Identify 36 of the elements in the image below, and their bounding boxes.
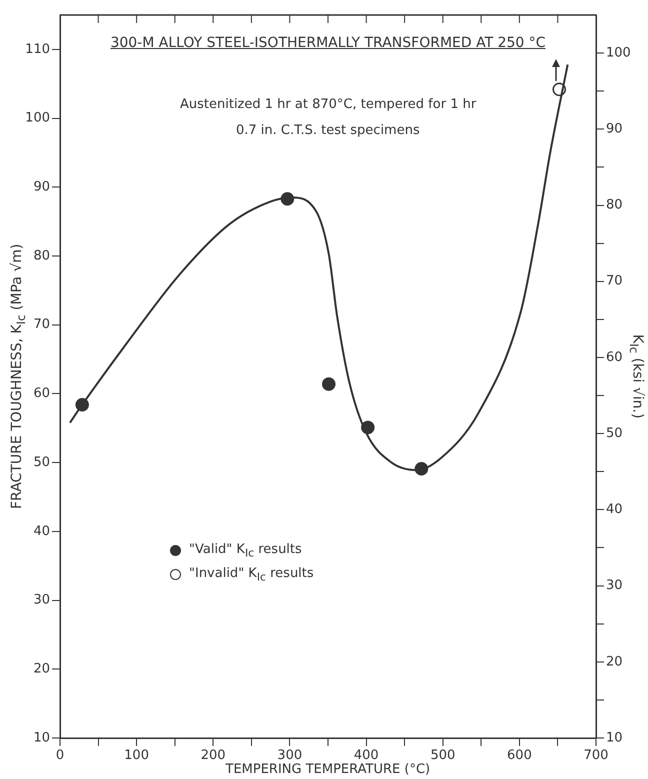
y-tick-label: 90 bbox=[33, 180, 50, 195]
x-tick-label: 400 bbox=[354, 748, 379, 764]
y2-tick-label: 20 bbox=[606, 654, 623, 670]
y2-tick-label: 10 bbox=[606, 730, 623, 746]
y-tick-label: 30 bbox=[33, 592, 50, 608]
y-tick-label: 70 bbox=[33, 317, 50, 332]
y-tick-label: 10 bbox=[33, 730, 50, 746]
y2-tick-label: 60 bbox=[606, 350, 623, 365]
y2-tick-label: 40 bbox=[606, 502, 623, 518]
legend-label: "Valid" K$_{Ic}$ results bbox=[189, 542, 302, 560]
y-tick-label: 50 bbox=[33, 454, 50, 470]
y2-tick-label: 90 bbox=[606, 122, 623, 137]
legend-label: "Invalid" K$_{Ic}$ results bbox=[189, 566, 314, 584]
x-tick-label: 200 bbox=[200, 748, 226, 764]
x-tick-label: 0 bbox=[56, 748, 64, 764]
x-tick-label: 100 bbox=[124, 748, 149, 764]
y2-tick-label: 100 bbox=[606, 45, 631, 60]
y2-tick-label: 80 bbox=[606, 198, 623, 213]
y-tick-label: 100 bbox=[25, 110, 50, 126]
x-axis-title: TEMPERING TEMPERATURE (°C) bbox=[226, 762, 430, 777]
x-tick-label: 300 bbox=[277, 748, 302, 764]
annotation: 0.7 in. C.T.S. test specimens bbox=[236, 123, 420, 138]
x-tick-label: 600 bbox=[507, 748, 532, 764]
y-tick-label: 110 bbox=[25, 42, 50, 57]
point bbox=[322, 377, 336, 391]
y-tick-label: 20 bbox=[33, 662, 50, 677]
x-tick-label: 500 bbox=[430, 748, 456, 764]
y2-tick-label: 70 bbox=[606, 274, 623, 289]
y2-tick-label: 50 bbox=[606, 426, 623, 441]
y-tick-label: 40 bbox=[33, 524, 50, 539]
text: 300-M ALLOY STEEL-ISOTHERMALLY TRANSFORMED AT 250 °C bbox=[109, 35, 547, 51]
y-tick-label: 60 bbox=[33, 386, 50, 402]
text: Austenitized 1 hr at 870°C, tempered for 1 hr bbox=[180, 97, 476, 112]
y-tick-label: 80 bbox=[33, 248, 50, 264]
x-tick-label: 700 bbox=[584, 748, 608, 764]
y2-tick-label: 30 bbox=[606, 578, 623, 594]
